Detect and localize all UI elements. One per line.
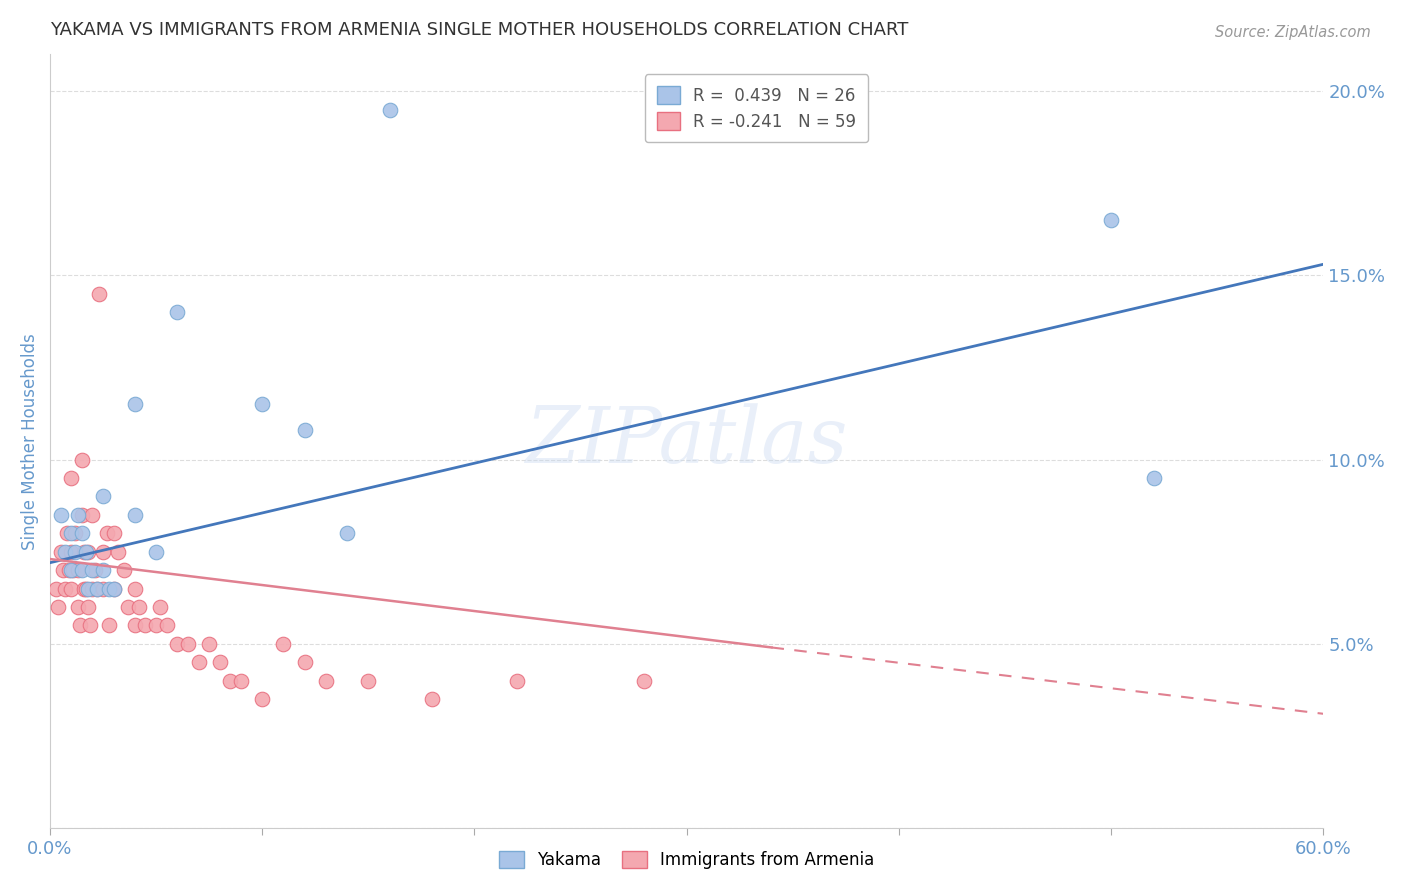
Point bbox=[69, 618, 91, 632]
Point bbox=[66, 508, 89, 522]
Point bbox=[60, 563, 83, 577]
Point bbox=[91, 563, 114, 577]
Point bbox=[70, 508, 93, 522]
Point bbox=[75, 544, 97, 558]
Point bbox=[62, 563, 84, 577]
Point bbox=[58, 563, 80, 577]
Point bbox=[77, 582, 100, 596]
Point bbox=[128, 599, 150, 614]
Point bbox=[134, 618, 156, 632]
Point bbox=[166, 305, 188, 319]
Point bbox=[96, 526, 118, 541]
Point bbox=[98, 582, 121, 596]
Point bbox=[82, 508, 104, 522]
Point bbox=[117, 599, 139, 614]
Point bbox=[86, 582, 108, 596]
Point bbox=[198, 637, 221, 651]
Point bbox=[187, 655, 209, 669]
Point bbox=[250, 692, 273, 706]
Point bbox=[378, 103, 401, 117]
Point bbox=[70, 526, 93, 541]
Point bbox=[66, 563, 89, 577]
Point bbox=[177, 637, 200, 651]
Point bbox=[86, 582, 108, 596]
Legend: Yakama, Immigrants from Armenia: Yakama, Immigrants from Armenia bbox=[491, 843, 883, 878]
Text: Source: ZipAtlas.com: Source: ZipAtlas.com bbox=[1215, 25, 1371, 40]
Point bbox=[103, 526, 125, 541]
Text: ZIPatlas: ZIPatlas bbox=[526, 403, 848, 479]
Point bbox=[357, 673, 380, 688]
Point bbox=[208, 655, 231, 669]
Point bbox=[315, 673, 337, 688]
Point bbox=[103, 582, 125, 596]
Point bbox=[49, 544, 72, 558]
Point bbox=[145, 618, 167, 632]
Point bbox=[98, 618, 121, 632]
Point bbox=[156, 618, 179, 632]
Point bbox=[294, 423, 316, 437]
Point bbox=[73, 544, 96, 558]
Point bbox=[49, 508, 72, 522]
Point bbox=[65, 526, 87, 541]
Point bbox=[1142, 471, 1164, 485]
Point bbox=[112, 563, 135, 577]
Point bbox=[336, 526, 359, 541]
Point bbox=[82, 582, 104, 596]
Point bbox=[45, 582, 67, 596]
Point bbox=[53, 582, 76, 596]
Point bbox=[77, 599, 100, 614]
Point bbox=[77, 544, 100, 558]
Point bbox=[91, 582, 114, 596]
Point bbox=[229, 673, 252, 688]
Point bbox=[75, 582, 97, 596]
Point bbox=[65, 544, 87, 558]
Point bbox=[294, 655, 316, 669]
Point bbox=[149, 599, 172, 614]
Point bbox=[633, 673, 655, 688]
Point bbox=[87, 286, 110, 301]
Point bbox=[145, 544, 167, 558]
Point bbox=[48, 599, 70, 614]
Point bbox=[273, 637, 295, 651]
Point bbox=[124, 508, 146, 522]
Point bbox=[60, 471, 83, 485]
Point bbox=[91, 544, 114, 558]
Point bbox=[166, 637, 188, 651]
Point bbox=[79, 618, 101, 632]
Point bbox=[219, 673, 242, 688]
Point bbox=[60, 526, 83, 541]
Point bbox=[420, 692, 443, 706]
Point bbox=[83, 563, 105, 577]
Point bbox=[124, 618, 146, 632]
Point bbox=[53, 544, 76, 558]
Point bbox=[1099, 213, 1122, 227]
Point bbox=[70, 563, 93, 577]
Point bbox=[124, 397, 146, 411]
Point bbox=[73, 582, 96, 596]
Text: YAKAMA VS IMMIGRANTS FROM ARMENIA SINGLE MOTHER HOUSEHOLDS CORRELATION CHART: YAKAMA VS IMMIGRANTS FROM ARMENIA SINGLE… bbox=[51, 21, 908, 39]
Y-axis label: Single Mother Households: Single Mother Households bbox=[21, 333, 39, 549]
Point bbox=[107, 544, 129, 558]
Point bbox=[60, 544, 83, 558]
Point bbox=[250, 397, 273, 411]
Point bbox=[66, 599, 89, 614]
Point bbox=[506, 673, 529, 688]
Point bbox=[82, 563, 104, 577]
Point bbox=[103, 582, 125, 596]
Point bbox=[124, 582, 146, 596]
Point bbox=[91, 489, 114, 503]
Point bbox=[52, 563, 75, 577]
Point bbox=[60, 582, 83, 596]
Point bbox=[56, 526, 79, 541]
Point bbox=[70, 452, 93, 467]
